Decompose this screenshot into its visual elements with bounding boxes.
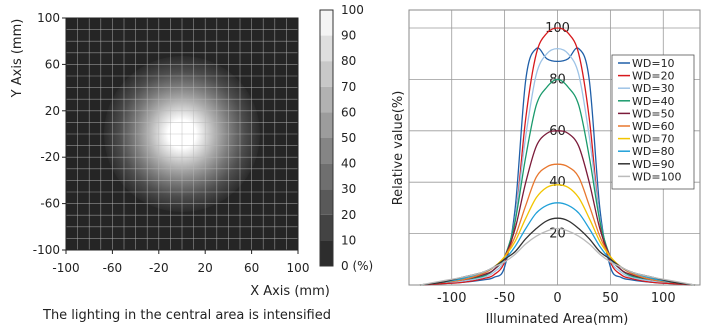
colorbar-tick-label: 0 (%) [341, 259, 373, 273]
heatmap-x-ticks: -100 -60 -20 20 60 100 [52, 250, 309, 275]
legend-entry: WD=40 [632, 95, 675, 108]
legend-entry: WD=90 [632, 158, 675, 171]
heatmap-x-tick-label: -60 [103, 261, 123, 275]
line-chart-y-axis-label: Relative value(%) [391, 91, 406, 206]
line-chart-series [419, 27, 696, 286]
line-chart-x-tick-label: 0 [553, 291, 561, 306]
heatmap-grid [66, 18, 298, 250]
heatmap-x-tick-label: -100 [52, 261, 79, 275]
colorbar-tick-label: 20 [341, 208, 356, 222]
line-series-wd-20 [419, 27, 696, 286]
colorbar-border [319, 9, 334, 267]
line-chart-y-label: 20 [549, 227, 566, 242]
heatmap-x-tick-label: 100 [287, 261, 310, 275]
heatmap-y-tick-label: -20 [40, 150, 60, 164]
colorbar-swatch [320, 189, 333, 215]
line-chart-x-tick-label: 50 [602, 291, 619, 306]
colorbar-tick-label: 70 [341, 80, 356, 94]
line-series-wd-60 [419, 163, 696, 286]
colorbar-tick-label: 100 [341, 3, 364, 17]
heatmap-y-tick-label: 20 [45, 104, 60, 118]
heatmap-x-tick-label: 60 [244, 261, 259, 275]
line-series-wd-100 [419, 227, 696, 286]
heatmap-x-tick-label: 20 [198, 261, 213, 275]
colorbar-tick-label: 90 [341, 29, 356, 43]
line-chart-x-ticks: -100 -50 0 50 100 [437, 291, 676, 306]
colorbar-swatch [320, 214, 333, 241]
colorbar-tick-label: 40 [341, 157, 356, 171]
heatmap-y-axis-label: Y Axis (mm) [10, 19, 25, 99]
heatmap-border [65, 17, 299, 251]
line-series-wd-30 [419, 47, 696, 286]
colorbar-tick-label: 50 [341, 131, 356, 145]
line-series-wd-40 [419, 78, 696, 286]
line-chart-legend: WD=10WD=20WD=30WD=40WD=50WD=60WD=70WD=80… [611, 54, 695, 190]
legend-entry: WD=10 [632, 57, 675, 70]
legend-entry: WD=30 [632, 82, 675, 95]
line-chart-x-tick-label: 100 [651, 291, 676, 306]
heatmap-y-ticks: 100 60 20 -20 -60 -100 [33, 11, 66, 257]
colorbar-swatch [320, 35, 333, 62]
legend-entry: WD=80 [632, 145, 675, 158]
line-chart-x-axis-label: Illuminated Area(mm) [486, 312, 629, 327]
legend-entry: WD=50 [632, 107, 675, 120]
line-chart-x-tick-label: -100 [437, 291, 467, 306]
legend-entry: WD=60 [632, 120, 675, 133]
colorbar-tick-label: 30 [341, 182, 356, 196]
legend-entry: WD=70 [632, 133, 675, 146]
colorbar-swatch [320, 10, 333, 36]
colorbar-swatch [320, 61, 333, 87]
colorbar-swatch [320, 112, 333, 138]
heatmap-y-tick-label: 60 [45, 57, 60, 71]
heatmap-colorbar: 100 90 80 70 60 50 40 30 20 10 0 (%) [319, 3, 373, 273]
heatmap-y-tick-label: -100 [33, 243, 60, 257]
legend-entry: WD=100 [632, 170, 682, 183]
colorbar-tick-label: 60 [341, 105, 356, 119]
colorbar-swatch [320, 240, 333, 266]
colorbar-swatch [320, 86, 333, 113]
line-series-wd-10 [419, 47, 696, 286]
heatmap-x-axis-label: X Axis (mm) [250, 284, 330, 299]
legend-box [611, 54, 695, 190]
line-series-wd-50 [419, 130, 696, 286]
heatmap-caption: The lighting in the central area is inte… [43, 308, 331, 323]
heatmap-y-tick-label: 100 [37, 11, 60, 25]
line-chart-x-tick-label: -50 [494, 291, 515, 306]
colorbar-swatch [320, 163, 333, 190]
colorbar-tick-label: 10 [341, 233, 356, 247]
heatmap-x-tick-label: -20 [149, 261, 169, 275]
colorbar-tick-label: 80 [341, 54, 356, 68]
heatmap-plot-area [65, 17, 299, 251]
line-chart-y-label: 40 [549, 175, 566, 190]
colorbar-swatch [320, 138, 333, 164]
legend-entry: WD=20 [632, 70, 675, 83]
heatmap-y-tick-label: -60 [40, 197, 60, 211]
